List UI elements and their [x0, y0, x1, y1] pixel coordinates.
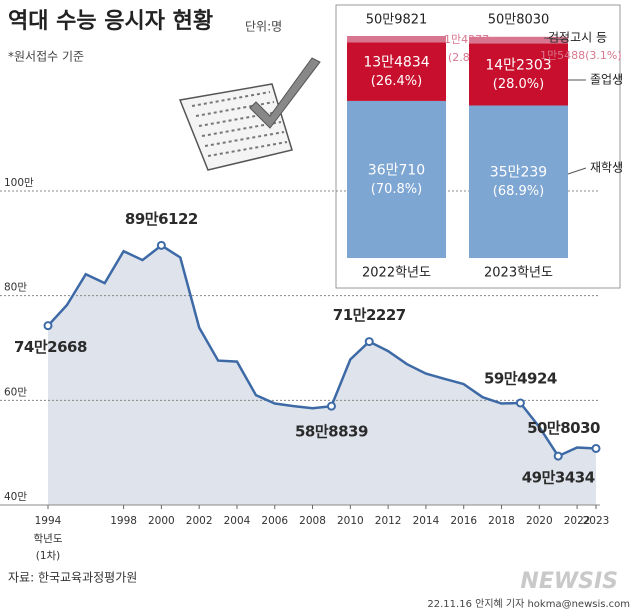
point	[591, 443, 601, 453]
value-label: 89만6122	[125, 210, 198, 228]
point	[326, 401, 336, 411]
source: 자료: 한국교육과정평가원	[8, 571, 137, 585]
x-tick-label: 2004	[224, 515, 251, 527]
segment-label-group: 1만5488(3.1%)	[540, 49, 622, 62]
x-tick-label: 2018	[488, 515, 515, 527]
bar-segment	[469, 36, 568, 44]
x-tick-label: 2006	[261, 515, 288, 527]
legend-label: 재학생	[590, 161, 623, 175]
segment-percent: (70.8%)	[371, 182, 422, 197]
value-label: 71만2227	[333, 306, 406, 324]
category-label: 2022학년도	[362, 266, 431, 281]
legend-label: 졸업생	[590, 73, 623, 87]
x-tick-label: 2023	[583, 515, 610, 527]
y-tick-label: 80만	[4, 282, 27, 294]
legend-leader	[543, 37, 569, 41]
x-tick-label: 2010	[337, 515, 364, 527]
legend-leader	[567, 167, 587, 175]
segment-percent: (3.1%)	[585, 49, 622, 62]
illustration	[178, 57, 321, 171]
point	[364, 337, 374, 347]
point	[156, 240, 166, 250]
value-label: 74만2668	[14, 338, 87, 356]
x-tick-label: 2014	[413, 515, 440, 527]
legend-label: 검정고시 등	[548, 31, 607, 45]
total-label: 50만8030	[488, 13, 550, 28]
x-tick-label: 2008	[299, 515, 326, 527]
segment-label: 14만2303	[485, 58, 551, 74]
value-label: 50만8030	[527, 419, 600, 437]
category-label: 2023학년도	[484, 266, 553, 281]
bar-segment	[469, 105, 568, 258]
credit: 22.11.16 안지혜 기자 hokma@newsis.com	[427, 598, 630, 610]
point	[515, 398, 525, 408]
title: 역대 수능 응시자 현황	[8, 9, 213, 34]
segment-label: 35만239	[490, 165, 547, 181]
x-tick-label: 2020	[526, 515, 553, 527]
y-tick-label: 100만	[4, 177, 34, 189]
bar-segment	[469, 43, 568, 106]
value-label: 49만3434	[522, 469, 595, 487]
x-tick-label: 2022	[564, 515, 591, 527]
line	[47, 243, 597, 458]
unit: 단위:명	[245, 20, 282, 34]
note: *원서접수 기준	[8, 50, 84, 64]
area	[48, 245, 596, 505]
segment-label: 1만5488	[540, 49, 585, 62]
x-tick-label: 2012	[375, 515, 402, 527]
total-label: 50만9821	[366, 13, 428, 28]
bar-segment	[347, 100, 446, 258]
x-tick-label: 2002	[186, 515, 213, 527]
segment-percent: (28.0%)	[493, 77, 544, 92]
segment-label: 36만710	[368, 162, 425, 178]
segment-percent: (68.9%)	[493, 184, 544, 199]
y-tick-label: 40만	[4, 491, 27, 503]
point	[553, 451, 563, 461]
bar-segment	[347, 42, 446, 101]
logo: NEWSIS	[520, 569, 618, 594]
point	[43, 321, 53, 331]
y-tick-label: 60만	[4, 386, 27, 398]
value-label: 59만4924	[484, 369, 557, 387]
x-tick-label: 1994	[35, 515, 62, 527]
value-label: 58만8839	[295, 423, 368, 441]
segment-label: 13만4834	[363, 55, 429, 71]
x-tick-sub: 학년도	[34, 533, 63, 545]
bar-segment	[347, 36, 446, 43]
x-tick-label: 2000	[148, 515, 175, 527]
x-tick-label: 1998	[110, 515, 137, 527]
segment-percent: (26.4%)	[371, 74, 422, 89]
x-tick-sub: (1차)	[36, 550, 61, 562]
x-tick-label: 2016	[450, 515, 477, 527]
